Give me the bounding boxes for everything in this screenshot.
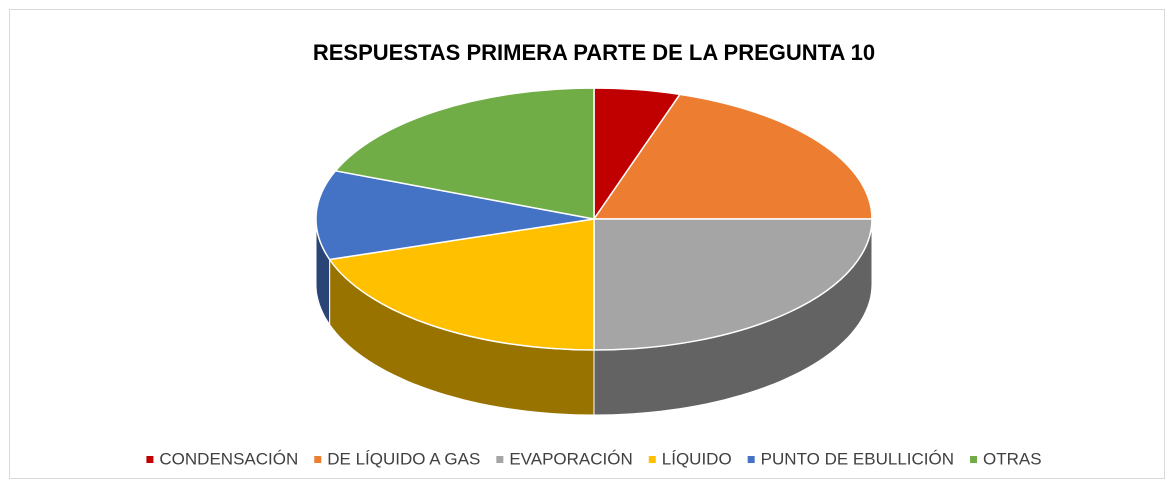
legend-label: EVAPORACIÓN	[509, 449, 632, 468]
legend: CONDENSACIÓN DE LÍQUIDO A GAS EVAPORACIÓN L…	[146, 449, 1042, 468]
legend-swatch	[747, 456, 755, 463]
legend-label: CONDENSACIÓN	[159, 449, 298, 468]
slice	[592, 93, 873, 220]
legend-label: DE LÍQUIDO A GAS	[327, 449, 480, 468]
legend-swatch	[496, 456, 504, 463]
legend-swatch	[314, 456, 322, 463]
pie	[315, 87, 873, 416]
legend-label: PUNTO DE EBULLICIÓN	[761, 449, 954, 468]
chart-title: RESPUESTAS PRIMERA PARTE DE LA PREGUNTA …	[313, 40, 875, 65]
slice	[334, 87, 595, 220]
legend-label: OTRAS	[983, 449, 1042, 468]
slice	[315, 169, 595, 261]
legend-swatch	[648, 456, 656, 463]
slice	[328, 218, 595, 351]
legend-swatch	[146, 456, 154, 463]
legend-label: LÍQUIDO	[662, 449, 732, 468]
legend-swatch	[970, 456, 978, 463]
slice	[593, 218, 873, 351]
